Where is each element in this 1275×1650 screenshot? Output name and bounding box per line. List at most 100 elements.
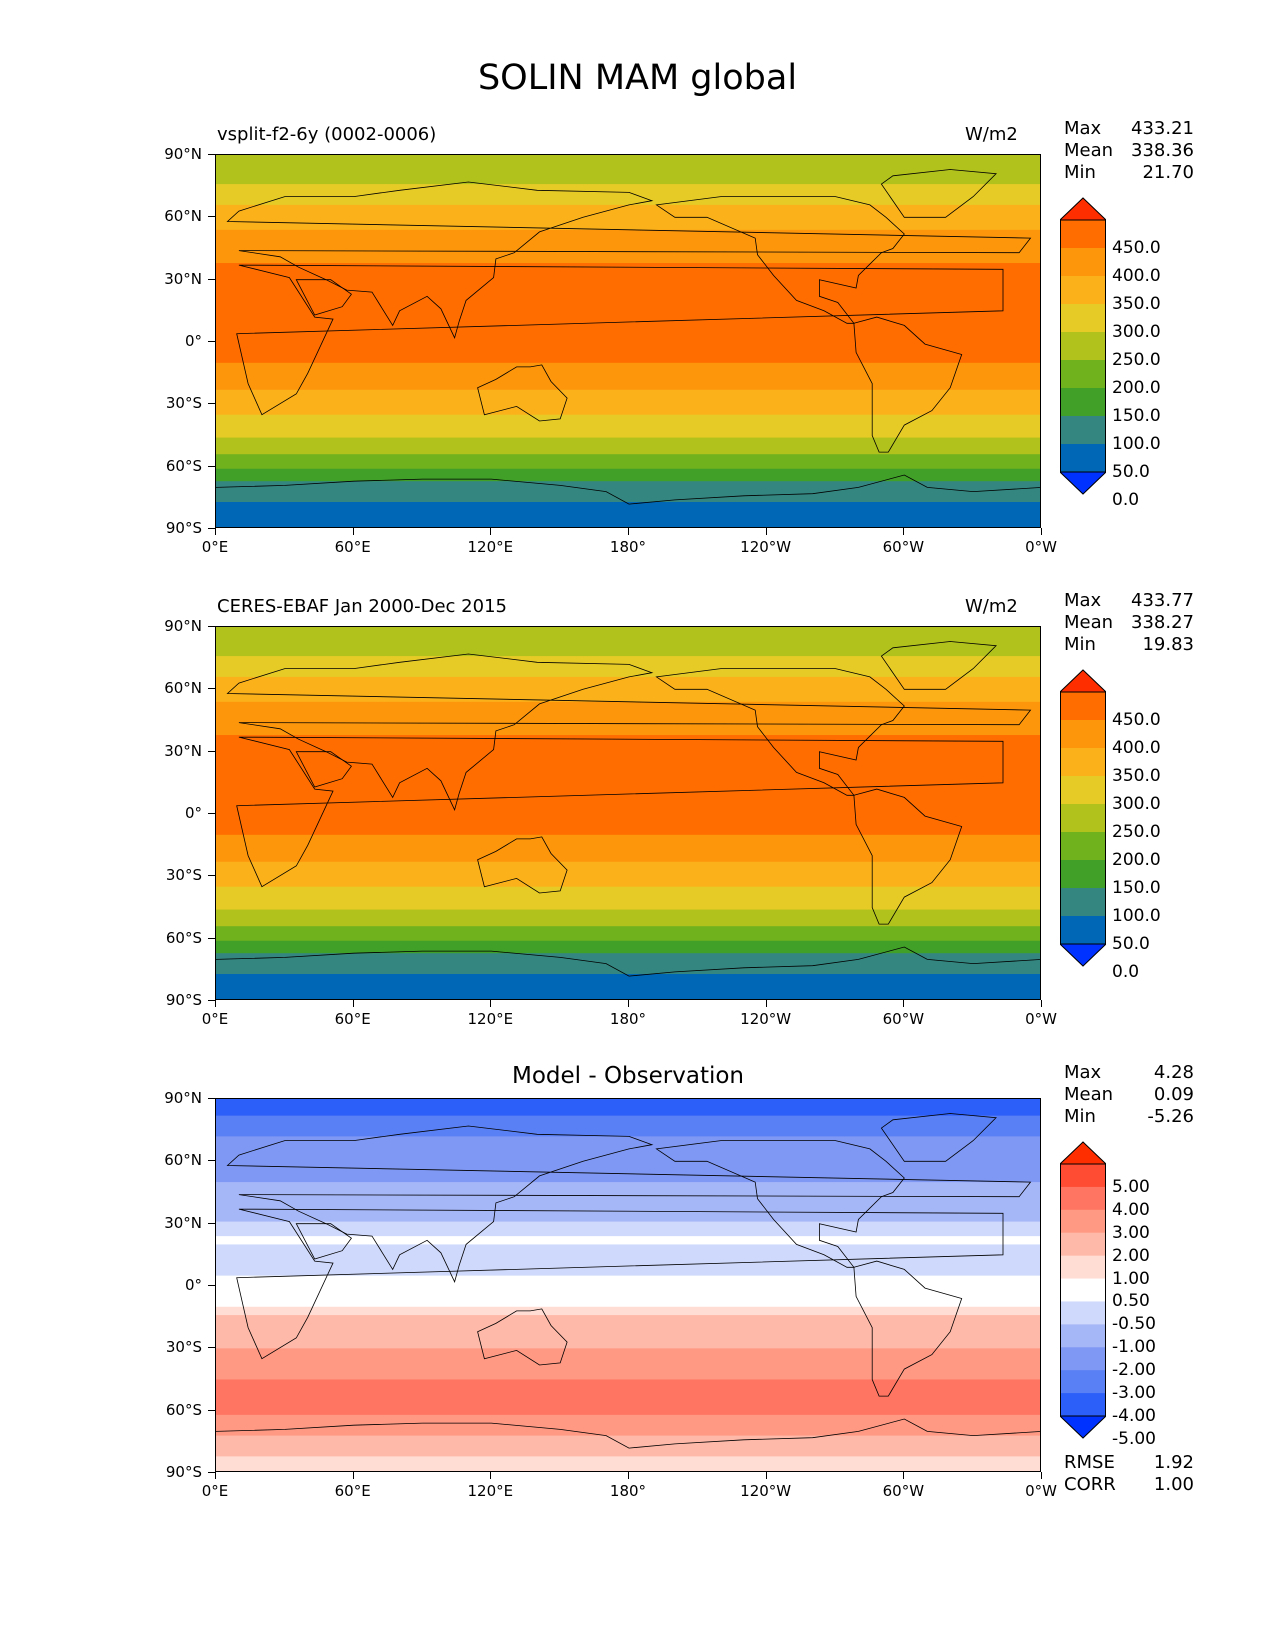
stat-label: Max — [1064, 590, 1102, 611]
x-tick-mark — [215, 1000, 216, 1007]
zonal-band — [216, 1244, 1040, 1277]
colorbar-label: 0.50 — [1112, 1291, 1150, 1312]
zonal-band — [216, 973, 1040, 999]
coastline — [477, 836, 568, 894]
colorbar-label: 150.0 — [1112, 406, 1161, 426]
coastline — [226, 1125, 1032, 1283]
coastline — [236, 736, 1004, 888]
coastline — [226, 653, 1032, 811]
y-tick-mark — [208, 465, 215, 467]
colorbar-segment — [1060, 1255, 1106, 1280]
colorbar-label: 450.0 — [1112, 710, 1161, 730]
colorbar-extend-max — [1060, 197, 1106, 221]
colorbar-segment — [1060, 832, 1106, 861]
coastline — [226, 181, 1032, 339]
stats-block: Max 433.21 Mean 338.36 Min 21.70 — [1064, 118, 1194, 184]
x-tick-label: 0°E — [201, 1010, 229, 1028]
colorbar-segment — [1060, 720, 1106, 749]
y-tick-mark — [208, 1222, 215, 1224]
y-tick-label: 90°S — [165, 519, 202, 537]
y-tick-mark — [208, 937, 215, 939]
y-tick-label: 30°N — [164, 1213, 202, 1232]
colorbar-label: -5.00 — [1112, 1428, 1156, 1449]
colorbar-label: -3.00 — [1112, 1383, 1156, 1404]
colorbar-label: 350.0 — [1112, 294, 1161, 314]
zonal-band — [216, 627, 1040, 657]
x-tick-label: 0°E — [201, 538, 229, 556]
coastline — [295, 279, 352, 316]
y-tick-mark — [208, 1000, 215, 1001]
zonal-band — [216, 656, 1040, 678]
coastline — [853, 788, 963, 925]
zonal-band — [216, 1236, 1040, 1245]
coastline — [295, 1223, 352, 1260]
coastline — [477, 1308, 568, 1366]
colorbar-label: 3.00 — [1112, 1222, 1150, 1243]
colorbar-segment — [1060, 360, 1106, 389]
colorbar-segment — [1060, 692, 1106, 721]
coastline — [880, 169, 997, 218]
zonal-band — [216, 1221, 1040, 1237]
zonal-band — [216, 481, 1040, 503]
colorbar-label: 300.0 — [1112, 322, 1161, 342]
colorbar-label: -2.00 — [1112, 1360, 1156, 1381]
zonal-band — [216, 1099, 1040, 1117]
x-tick-mark — [628, 528, 629, 535]
colorbar-segment — [1060, 1232, 1106, 1257]
x-tick-mark — [490, 1000, 492, 1007]
x-tick-label: 0°E — [201, 1482, 229, 1500]
y-tick-label: 0° — [184, 332, 202, 350]
zonal-band — [216, 701, 1040, 736]
zonal-band — [216, 454, 1040, 470]
colorbar-extend-min — [1060, 1415, 1106, 1439]
stat-label: Mean — [1064, 140, 1114, 161]
coastline — [655, 1140, 905, 1268]
zonal-band — [216, 229, 1040, 264]
y-tick-label: 60°N — [164, 207, 202, 226]
colorbar-label: 250.0 — [1112, 350, 1161, 370]
coastline — [880, 641, 997, 690]
colorbar-label: 0.0 — [1112, 962, 1140, 982]
rmse-corr-block: RMSE 1.92 CORR 1.00 — [1064, 1452, 1194, 1496]
zonal-band — [216, 414, 1040, 439]
colorbar-label: 0.0 — [1112, 490, 1140, 510]
x-tick-label: 120°E — [467, 1482, 514, 1500]
panel-ref: CERES-EBAF Jan 2000-Dec 2015 W/m2 Max 433… — [0, 590, 1275, 1096]
panel-title-left: CERES-EBAF Jan 2000-Dec 2015 — [217, 596, 507, 617]
colorbar-segment — [1060, 220, 1106, 249]
stat-value: 338.27 — [1131, 612, 1194, 633]
x-tick-mark — [628, 1000, 629, 1007]
colorbar-segment — [1060, 1347, 1106, 1371]
colorbar-label: -1.00 — [1112, 1337, 1156, 1358]
y-tick-label: 90°N — [164, 1089, 202, 1107]
x-tick-mark — [765, 1472, 767, 1479]
stat-value: 4.28 — [1153, 1062, 1194, 1083]
y-tick-label: 90°N — [164, 617, 202, 635]
x-tick-mark — [1041, 1000, 1042, 1007]
stats-block: Max 433.77 Mean 338.27 Min 19.83 — [1064, 590, 1194, 656]
colorbar-segment — [1060, 1370, 1106, 1394]
colorbar-extend-min — [1060, 943, 1106, 967]
map-svg — [216, 1099, 1040, 1471]
y-tick-mark — [208, 626, 215, 627]
colorbar-label: 4.00 — [1112, 1199, 1150, 1220]
coastline — [477, 364, 568, 422]
stat-value: -5.26 — [1147, 1106, 1194, 1127]
x-tick-mark — [1041, 1472, 1042, 1479]
colorbar-segment — [1060, 916, 1106, 945]
y-tick-mark — [208, 813, 215, 814]
zonal-band — [216, 155, 1040, 185]
x-tick-label: 180° — [609, 538, 647, 556]
y-tick-label: 30°N — [164, 741, 202, 760]
y-tick-mark — [208, 1285, 215, 1286]
y-tick-label: 60°N — [164, 679, 202, 698]
coastline — [216, 946, 1040, 977]
stat-label: Min — [1064, 162, 1096, 183]
zonal-band — [216, 501, 1040, 527]
panel-units: W/m2 — [965, 124, 1018, 145]
zonal-band — [216, 1379, 1040, 1416]
y-tick-mark — [208, 1472, 215, 1473]
y-tick-label: 60°S — [165, 928, 202, 947]
panel-test: vsplit-f2-6y (0002-0006) W/m2 Max 433.21 … — [0, 118, 1275, 624]
x-tick-mark — [765, 528, 767, 535]
